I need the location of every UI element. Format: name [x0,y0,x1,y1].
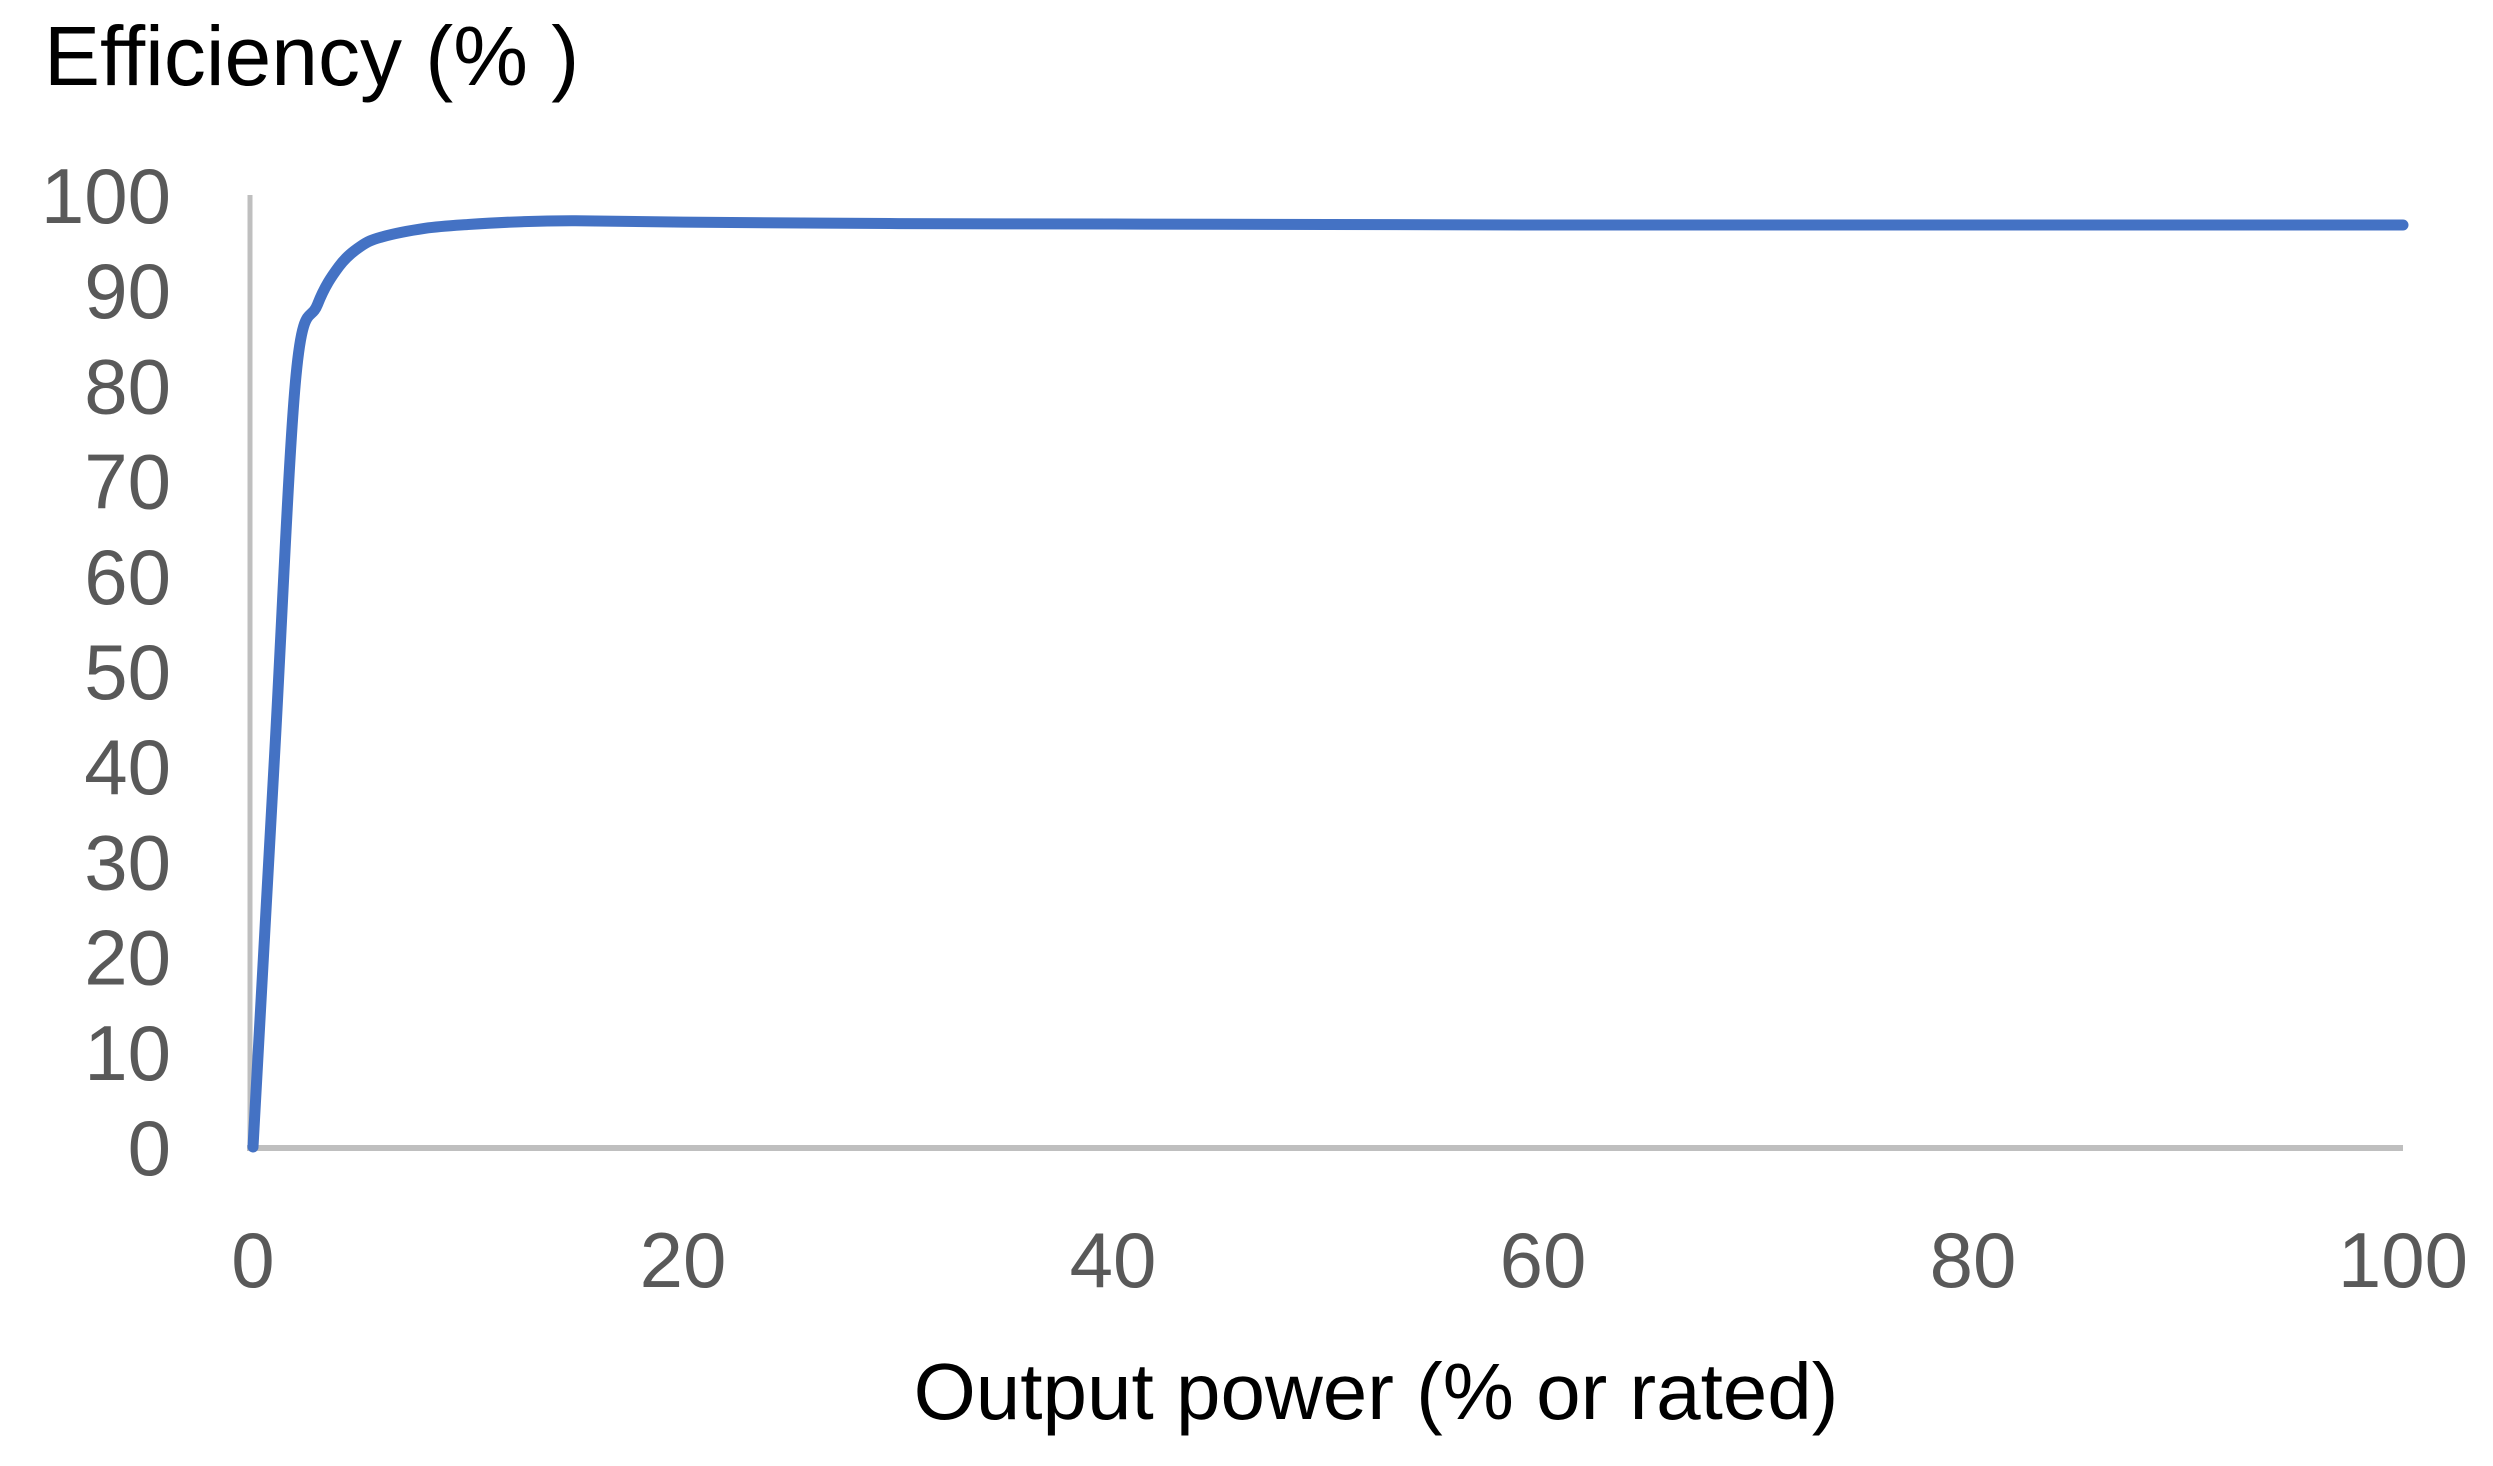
y-tick-label: 70 [84,438,171,526]
x-tick-label: 40 [1070,1216,1157,1304]
efficiency-curve [247,215,2409,1153]
y-tick-label: 0 [128,1104,171,1192]
y-tick-label: 30 [84,818,171,906]
y-tick-label: 100 [41,152,171,240]
y-tick-label: 90 [84,247,171,335]
x-axis-title: Output power (% or rated) [913,1347,1839,1436]
y-tick-label: 40 [84,723,171,811]
chart-title: Efficiency (% ) [44,9,580,103]
x-tick-label: 0 [231,1216,274,1304]
y-tick-label: 10 [84,1009,171,1097]
y-tick-label: 20 [84,914,171,1002]
x-tick-label: 20 [640,1216,727,1304]
x-tick-label: 100 [2338,1216,2468,1304]
x-tick-label: 60 [1500,1216,1587,1304]
y-tick-label: 80 [84,342,171,430]
y-tick-label: 50 [84,628,171,716]
y-tick-label: 60 [84,533,171,621]
x-tick-label: 80 [1930,1216,2017,1304]
